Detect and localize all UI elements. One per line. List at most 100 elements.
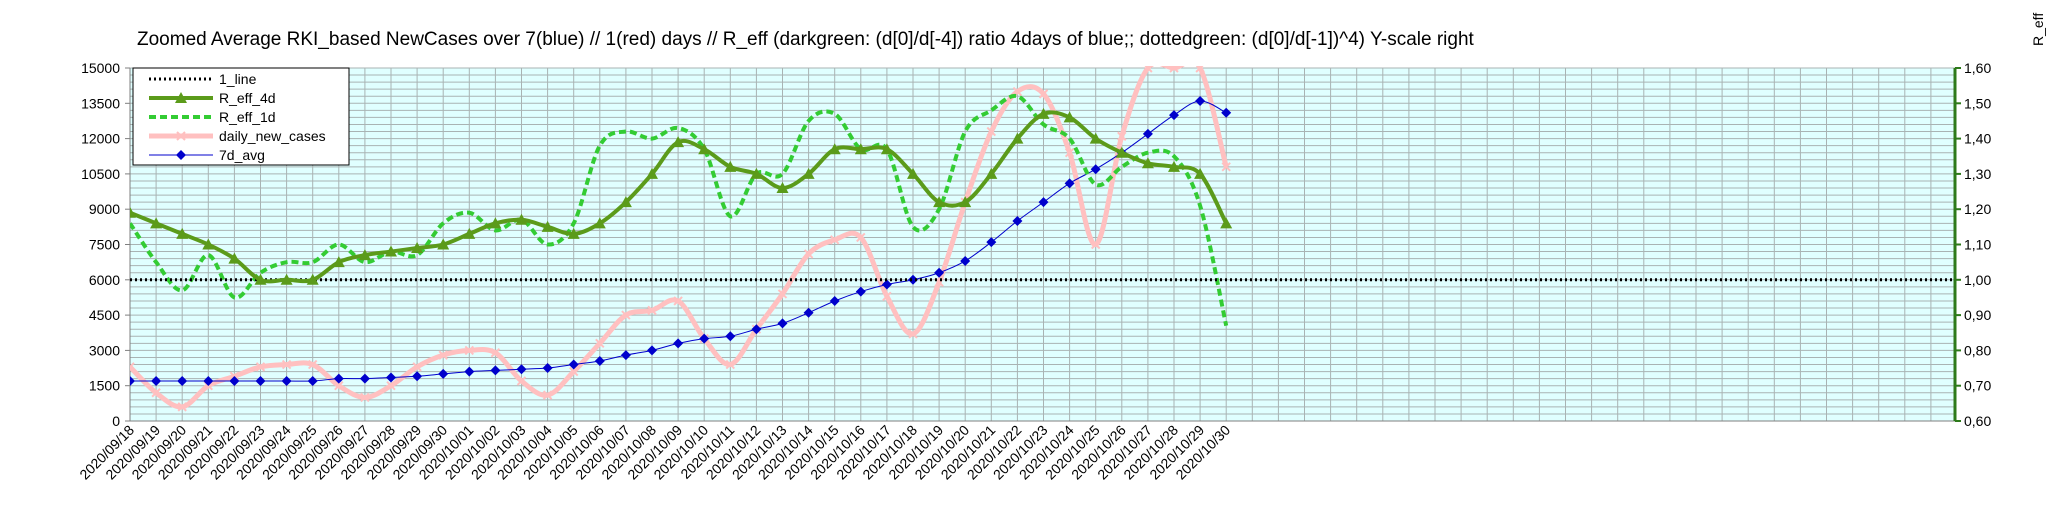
point-r-eff-4d: [880, 143, 893, 155]
legend-marker-daily-new-cases: [176, 131, 186, 141]
series-7d-avg: [130, 95, 1232, 386]
point-daily-new-cases: [464, 345, 475, 356]
point-r-eff-4d: [1089, 132, 1102, 144]
point-r-eff-4d: [854, 143, 867, 155]
point-r-eff-4d: [672, 136, 685, 148]
point-7d-avg: [229, 375, 240, 386]
point-daily-new-cases: [177, 402, 187, 412]
point-r-eff-4d: [1063, 111, 1076, 123]
point-r-eff-4d: [463, 227, 476, 239]
y2-tick-label: 1,50: [1964, 95, 1991, 111]
point-7d-avg: [620, 350, 631, 361]
point-7d-avg: [333, 373, 344, 384]
point-r-eff-4d: [306, 273, 319, 285]
legend-label-daily-new-cases: daily_new_cases: [219, 128, 326, 144]
point-r-eff-4d: [959, 196, 972, 208]
legend-marker-r-eff-4d: [175, 92, 187, 103]
point-daily-new-cases: [130, 362, 135, 372]
point-7d-avg: [386, 372, 396, 383]
point-daily-new-cases: [908, 329, 918, 339]
point-r-eff-4d: [515, 213, 528, 225]
point-7d-avg: [438, 368, 449, 379]
point-7d-avg: [255, 375, 266, 386]
point-r-eff-4d: [698, 143, 711, 155]
series-line-daily-new-cases: [130, 66, 1229, 410]
point-daily-new-cases: [986, 126, 997, 137]
point-7d-avg: [1090, 164, 1101, 175]
y-tick-label: 7500: [89, 237, 120, 253]
point-daily-new-cases: [542, 390, 553, 400]
point-r-eff-4d: [1220, 217, 1233, 229]
point-7d-avg: [803, 307, 814, 318]
point-r-eff-4d: [358, 249, 371, 261]
point-7d-avg: [151, 375, 162, 386]
point-daily-new-cases: [882, 291, 892, 301]
series-daily-new-cases: [130, 66, 1231, 412]
point-r-eff-4d: [1168, 160, 1180, 172]
series-line-r-eff-1d: [130, 93, 1229, 327]
point-r-eff-4d: [541, 220, 554, 232]
point-r-eff-4d: [437, 238, 450, 250]
y-tick-label: 3000: [89, 342, 120, 358]
point-daily-new-cases: [803, 249, 814, 259]
point-daily-new-cases: [516, 376, 527, 386]
y2-tick-label: 0,80: [1964, 342, 1991, 358]
point-r-eff-4d: [130, 206, 136, 218]
point-r-eff-4d: [985, 167, 998, 179]
point-7d-avg: [1012, 215, 1023, 226]
y2-tick-label: 1,40: [1964, 131, 1991, 147]
point-7d-avg: [464, 366, 475, 377]
point-daily-new-cases: [673, 296, 683, 306]
point-7d-avg: [568, 359, 579, 370]
point-7d-avg: [203, 375, 214, 386]
point-daily-new-cases: [1221, 162, 1231, 172]
y-tick-label: 6000: [89, 272, 120, 288]
y2-tick-label: 0,70: [1964, 378, 1991, 394]
point-r-eff-4d: [228, 252, 241, 264]
point-7d-avg: [647, 345, 657, 356]
point-r-eff-4d: [280, 273, 293, 285]
point-r-eff-4d: [907, 167, 919, 179]
series-group: [130, 66, 1955, 412]
y2-tick-label: 1,60: [1964, 60, 1991, 76]
point-r-eff-4d: [411, 242, 424, 254]
y-tick-label: 15000: [81, 60, 120, 76]
point-daily-new-cases: [151, 388, 161, 398]
y-tick-label: 13500: [81, 95, 120, 111]
point-7d-avg: [986, 237, 997, 248]
point-7d-avg: [412, 371, 423, 382]
point-daily-new-cases: [647, 305, 657, 316]
point-r-eff-4d: [619, 196, 632, 208]
point-r-eff-4d: [776, 182, 789, 194]
point-7d-avg: [359, 373, 370, 384]
point-daily-new-cases: [568, 366, 579, 377]
series-r-eff-4d: [130, 107, 1233, 285]
point-7d-avg: [829, 295, 840, 306]
y-tick-label: 10500: [81, 166, 120, 182]
y-tick-label: 0: [112, 413, 120, 429]
point-daily-new-cases: [334, 380, 344, 391]
point-7d-avg: [130, 375, 135, 386]
point-7d-avg: [699, 333, 710, 344]
legend-box: [132, 67, 350, 166]
point-7d-avg: [542, 363, 553, 374]
point-daily-new-cases: [829, 235, 840, 245]
point-7d-avg: [855, 286, 866, 297]
y2-axis-label: R_eff: [2030, 13, 2046, 46]
point-daily-new-cases: [412, 362, 422, 372]
legend-marker-7d-avg: [176, 150, 186, 160]
y-tick-label: 12000: [81, 131, 120, 147]
point-daily-new-cases: [255, 362, 266, 372]
legend: 1_line R_eff_4d R_eff_1d daily_new_cases 7d_…: [132, 67, 350, 166]
point-r-eff-4d: [933, 196, 946, 208]
point-r-eff-4d: [202, 238, 215, 250]
point-7d-avg: [281, 375, 292, 386]
y2-tick-label: 1,00: [1964, 272, 1991, 288]
series-r-eff-1d: [130, 93, 1229, 327]
point-r-eff-4d: [593, 217, 606, 229]
point-daily-new-cases: [1064, 148, 1075, 158]
point-r-eff-4d: [254, 273, 267, 285]
point-daily-new-cases: [307, 359, 318, 370]
point-7d-avg: [1169, 110, 1179, 121]
point-r-eff-4d: [567, 227, 580, 239]
